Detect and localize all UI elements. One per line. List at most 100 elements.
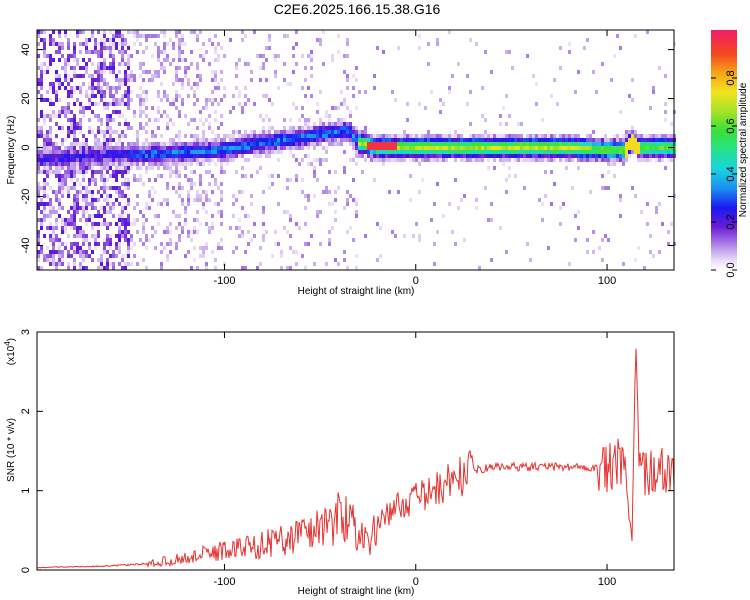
spectrogram-cell bbox=[229, 158, 232, 162]
spectrogram-cell bbox=[595, 90, 598, 94]
spectrogram-cell bbox=[310, 58, 313, 62]
spectrogram-cell bbox=[61, 158, 64, 162]
spectrogram-cell bbox=[511, 146, 514, 150]
spectrogram-cell bbox=[220, 46, 223, 50]
spectrogram-cell bbox=[43, 98, 46, 102]
spectrogram-cell bbox=[136, 142, 139, 146]
spectrogram-cell bbox=[325, 262, 328, 266]
spectrogram-cell bbox=[349, 138, 352, 142]
spectrogram-cell bbox=[613, 146, 616, 150]
spectrogram-cell bbox=[178, 78, 181, 82]
spectrogram-cell bbox=[466, 150, 469, 154]
spectrogram-cell bbox=[487, 158, 490, 162]
spectrogram-cell bbox=[118, 86, 121, 90]
spectrogram-cell bbox=[58, 178, 61, 182]
spectrogram-cell bbox=[145, 46, 148, 50]
spectrogram-cell bbox=[40, 202, 43, 206]
spectrogram-cell bbox=[40, 30, 43, 34]
spectrogram-cell bbox=[652, 90, 655, 94]
spectrogram-cell bbox=[196, 150, 199, 154]
spectrogram-cell bbox=[667, 154, 670, 158]
spectrogram-cell bbox=[109, 146, 112, 150]
spectrogram-cell bbox=[58, 262, 61, 266]
spectrogram-cells bbox=[37, 30, 676, 270]
spectrogram-cell bbox=[193, 90, 196, 94]
spectrogram-cell bbox=[658, 154, 661, 158]
spectrogram-cell bbox=[244, 94, 247, 98]
spectrogram-cell bbox=[478, 146, 481, 150]
spectrogram-cell bbox=[100, 94, 103, 98]
spectrogram-cell bbox=[325, 122, 328, 126]
spectrogram-cell bbox=[238, 218, 241, 222]
spectrogram-cell bbox=[262, 94, 265, 98]
spectrogram-cell bbox=[232, 138, 235, 142]
spectrogram-cell bbox=[358, 134, 361, 138]
spectrogram-cell bbox=[100, 206, 103, 210]
spectrogram-cell bbox=[565, 142, 568, 146]
spectrogram-cell bbox=[157, 74, 160, 78]
spectrogram-cell bbox=[133, 154, 136, 158]
spectrogram-cell bbox=[121, 130, 124, 134]
spectrogram-cell bbox=[289, 234, 292, 238]
spectrogram-cell bbox=[49, 142, 52, 146]
spectrogram-cell bbox=[40, 170, 43, 174]
spectrogram-cell bbox=[172, 186, 175, 190]
spectrogram-cell bbox=[385, 142, 388, 146]
spectrogram-cell bbox=[181, 154, 184, 158]
spectrogram-cell bbox=[505, 138, 508, 142]
spectrogram-cell bbox=[46, 146, 49, 150]
spectrogram-cell bbox=[166, 146, 169, 150]
spectrogram-cell bbox=[568, 158, 571, 162]
spectrogram-cell bbox=[439, 150, 442, 154]
spectrogram-cell bbox=[82, 110, 85, 114]
spectrogram-cell bbox=[229, 150, 232, 154]
spectrogram-cell bbox=[46, 150, 49, 154]
spectrogram-cell bbox=[337, 126, 340, 130]
spectrogram-cell bbox=[544, 138, 547, 142]
spectrogram-cell bbox=[436, 38, 439, 42]
spectrogram-cell bbox=[43, 70, 46, 74]
spectrogram-cell bbox=[229, 138, 232, 142]
spectrogram-cell bbox=[334, 170, 337, 174]
spectrogram-cell bbox=[58, 246, 61, 250]
spectrogram-cell bbox=[43, 190, 46, 194]
spectrogram-cell bbox=[40, 226, 43, 230]
spectrogram-cell bbox=[301, 138, 304, 142]
spectrogram-cell bbox=[112, 138, 115, 142]
spectrogram-cell bbox=[52, 38, 55, 42]
spectrogram-cell bbox=[415, 138, 418, 142]
spectrogram-cell bbox=[400, 134, 403, 138]
spectrogram-cell bbox=[385, 138, 388, 142]
spectrogram-cell bbox=[502, 146, 505, 150]
spectrogram-cell bbox=[52, 58, 55, 62]
spectrogram-cell bbox=[424, 150, 427, 154]
spectrogram-cell bbox=[169, 250, 172, 254]
spectrogram-cell bbox=[355, 146, 358, 150]
spectrogram-cell bbox=[79, 226, 82, 230]
spectrogram-cell bbox=[556, 150, 559, 154]
spectrogram-cell bbox=[670, 154, 673, 158]
spectrogram-cell bbox=[82, 210, 85, 214]
spectrogram-cell bbox=[229, 146, 232, 150]
spectrogram-cell bbox=[94, 198, 97, 202]
spectrogram-cell bbox=[472, 158, 475, 162]
spectrogram-cell bbox=[67, 250, 70, 254]
spectrogram-cell bbox=[541, 134, 544, 138]
spectrogram-cell bbox=[127, 46, 130, 50]
spectrogram-cell bbox=[538, 150, 541, 154]
spectrogram-cell bbox=[289, 138, 292, 142]
spectrogram-cell bbox=[217, 102, 220, 106]
spectrogram-cell bbox=[268, 126, 271, 130]
spectrogram-cell bbox=[241, 166, 244, 170]
spectrogram-cell bbox=[541, 142, 544, 146]
spectrogram-cell bbox=[61, 126, 64, 130]
spectrogram-cell bbox=[529, 258, 532, 262]
spectrogram-cell bbox=[415, 154, 418, 158]
spectrogram-cell bbox=[337, 186, 340, 190]
spectrogram-cell bbox=[181, 198, 184, 202]
spectrogram-cell bbox=[553, 134, 556, 138]
spectrogram-cell bbox=[211, 70, 214, 74]
spectrogram-cell bbox=[154, 70, 157, 74]
spectrogram-cell bbox=[415, 146, 418, 150]
spectrogram-cell bbox=[97, 142, 100, 146]
